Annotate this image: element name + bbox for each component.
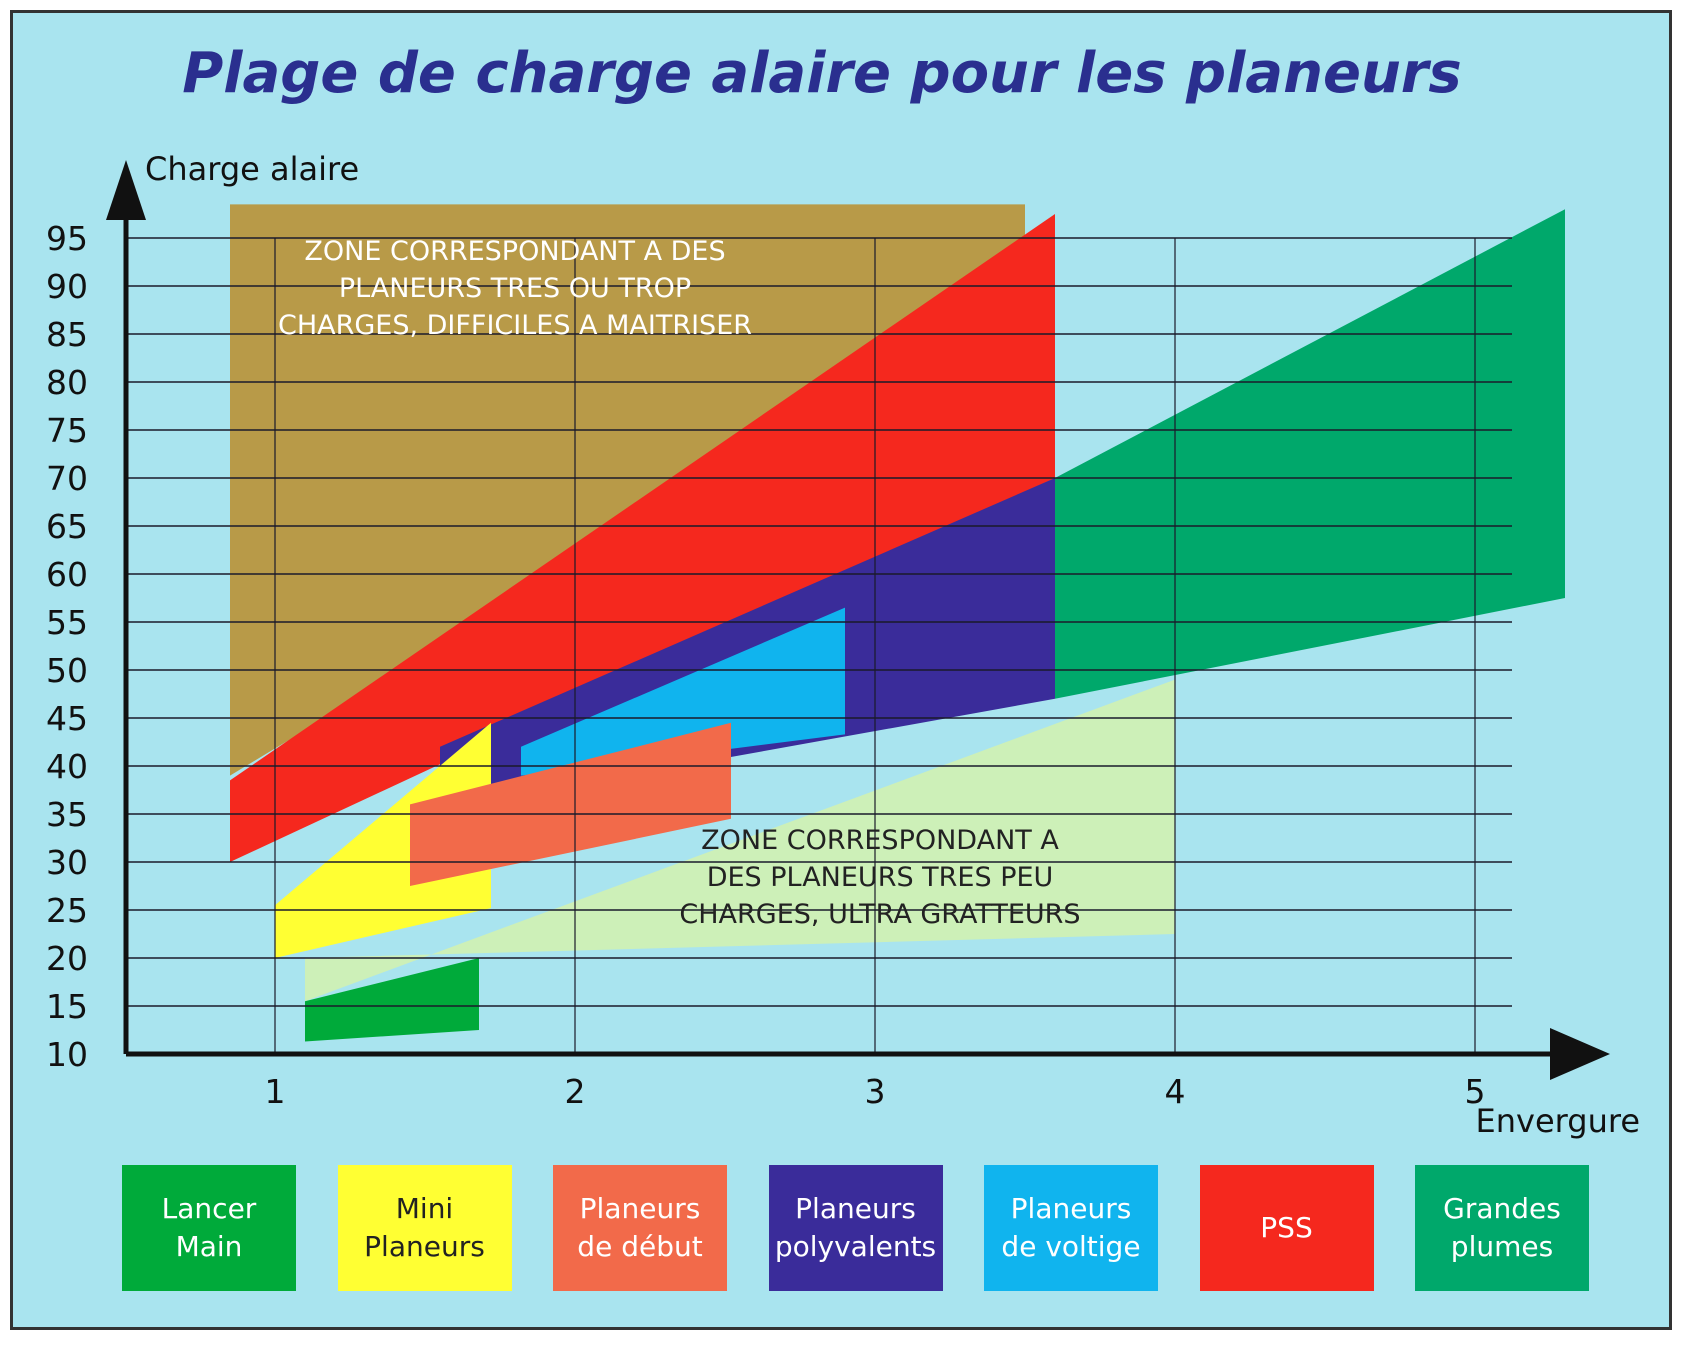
heavy-zone [230,204,1025,776]
y-tick-label-50: 50 [46,651,88,690]
y-tick-label-45: 45 [46,699,88,738]
y-tick-label-75: 75 [46,411,88,450]
chart-title: Plage de charge alaire pour les planeurs [182,41,1462,106]
x-axis-label: Envergure [1476,1102,1640,1140]
legend-item-lancer-main: Lancer Main [122,1165,296,1291]
y-tick-label-70: 70 [46,459,88,498]
legend-item-pss: PSS [1199,1165,1374,1291]
x-tick-label-4: 4 [1165,1072,1186,1111]
y-tick-label-80: 80 [46,363,88,402]
x-tick-label-3: 3 [865,1072,886,1111]
y-tick-label-95: 95 [46,219,88,258]
y-tick-label-55: 55 [46,603,88,642]
legend-item-grandes-plumes: Grandes plumes [1415,1165,1589,1291]
annotation-heavy-zone: ZONE CORRESPONDANT A DES PLANEURS TRES OU… [278,236,752,341]
annotation-light-zone: ZONE CORRESPONDANT A DES PLANEURS TRES PE… [679,825,1080,930]
series-pss [230,214,1055,862]
light-zone [305,679,1175,1002]
y-tick-label-65: 65 [46,507,88,546]
y-tick-label-10: 10 [46,1035,88,1074]
y-tick-label-40: 40 [46,747,88,786]
legend-item-mini-planeurs: Mini Planeurs [337,1165,512,1291]
y-tick-label-25: 25 [46,891,88,930]
legend-item-planeurs-de-voltige: Planeurs de voltige [984,1165,1158,1291]
series-grandes-plumes [1055,209,1565,699]
y-tick-label-30: 30 [46,843,88,882]
y-tick-label-15: 15 [46,987,88,1026]
y-tick-label-85: 85 [46,315,88,354]
legend-item-planeurs-de-debut: Planeurs de début [553,1165,727,1291]
legend-item-planeurs-polyvalents: Planeurs polyvalents [768,1165,943,1291]
x-tick-label-1: 1 [265,1072,286,1111]
series-lancer-main [305,958,479,1042]
y-tick-label-35: 35 [46,795,88,834]
y-axis-arrow [106,160,146,220]
y-axis-label: Charge alaire [145,150,359,188]
series-planeurs-de-voltige [521,607,845,776]
series-mini-planeurs [275,722,491,958]
y-tick-label-60: 60 [46,555,88,594]
x-axis-arrow [1550,1028,1610,1080]
y-tick-label-90: 90 [46,267,88,306]
x-tick-label-5: 5 [1465,1072,1486,1111]
x-tick-label-2: 2 [565,1072,586,1111]
y-tick-label-20: 20 [46,939,88,978]
series-planeurs-de-debut [410,722,731,886]
